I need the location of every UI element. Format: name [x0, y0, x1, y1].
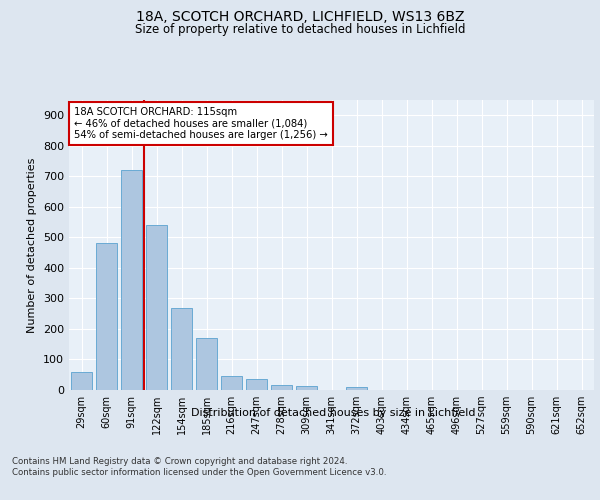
- Bar: [96, 244, 117, 390]
- Bar: [246, 380, 267, 390]
- Y-axis label: Number of detached properties: Number of detached properties: [28, 158, 37, 332]
- Text: Contains HM Land Registry data © Crown copyright and database right 2024.
Contai: Contains HM Land Registry data © Crown c…: [12, 458, 386, 477]
- Text: 18A SCOTCH ORCHARD: 115sqm
← 46% of detached houses are smaller (1,084)
54% of s: 18A SCOTCH ORCHARD: 115sqm ← 46% of deta…: [74, 108, 328, 140]
- Text: 18A, SCOTCH ORCHARD, LICHFIELD, WS13 6BZ: 18A, SCOTCH ORCHARD, LICHFIELD, WS13 6BZ: [136, 10, 464, 24]
- Bar: [346, 387, 367, 390]
- Bar: [171, 308, 192, 390]
- Text: Distribution of detached houses by size in Lichfield: Distribution of detached houses by size …: [191, 408, 475, 418]
- Text: Size of property relative to detached houses in Lichfield: Size of property relative to detached ho…: [135, 22, 465, 36]
- Bar: [146, 225, 167, 390]
- Bar: [271, 384, 292, 390]
- Bar: [196, 338, 217, 390]
- Bar: [296, 386, 317, 390]
- Bar: [221, 376, 242, 390]
- Bar: [121, 170, 142, 390]
- Bar: [71, 372, 92, 390]
